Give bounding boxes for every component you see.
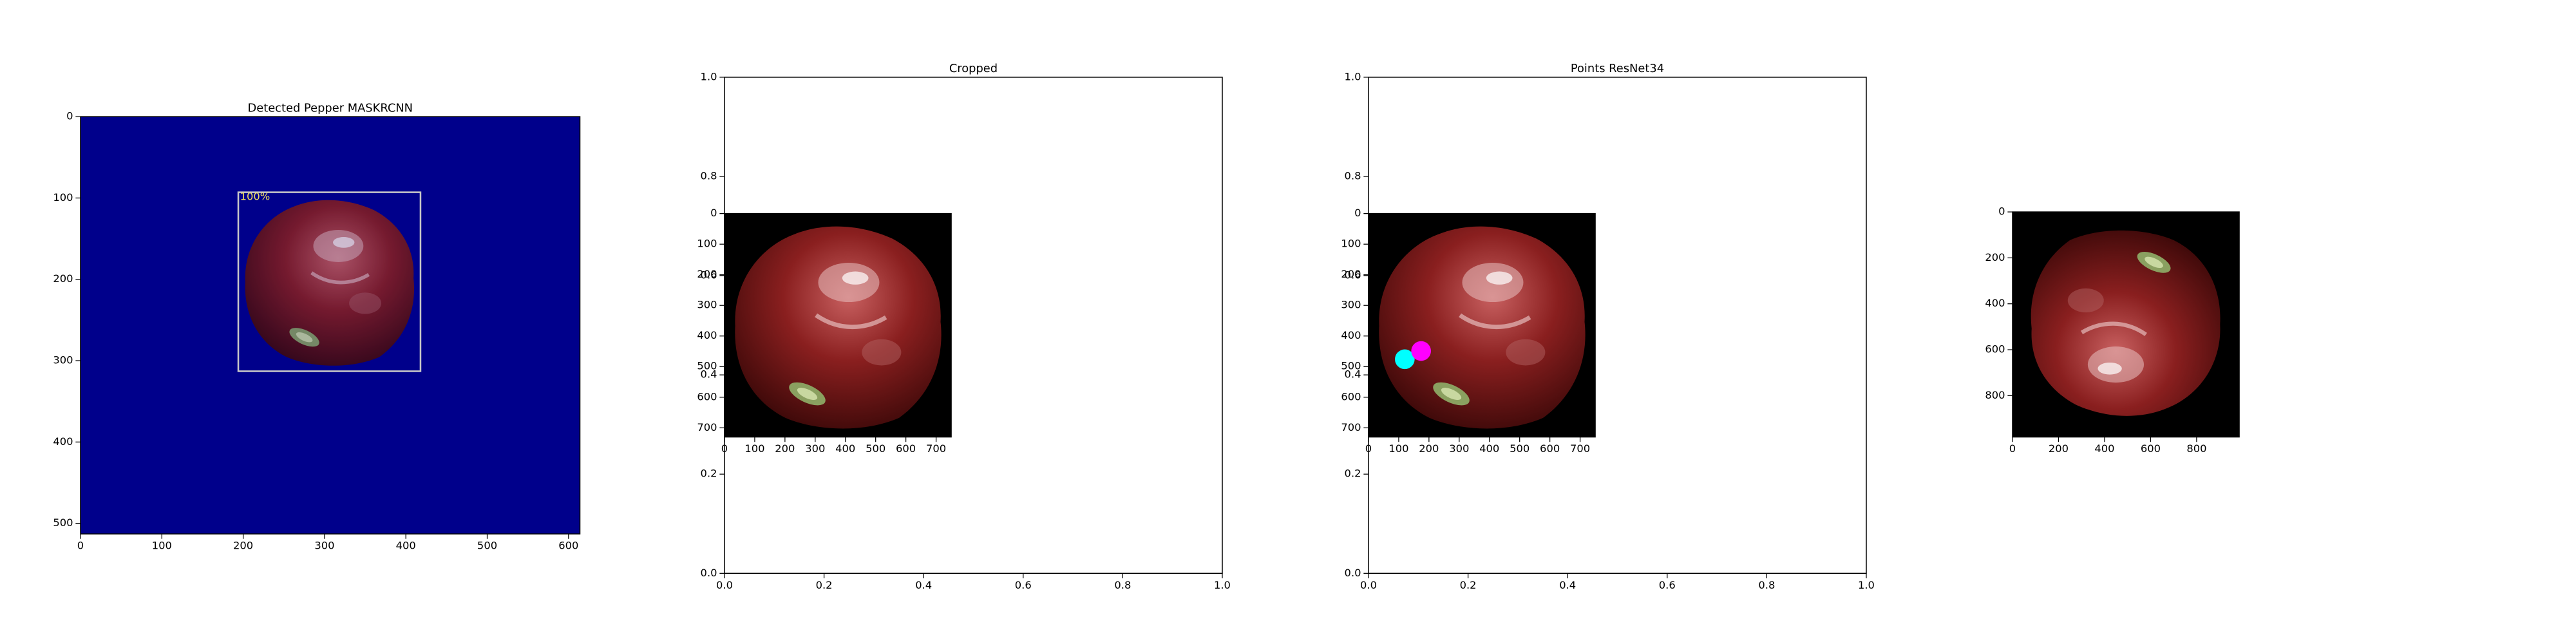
y-tick-label: 1.0 [701,70,717,82]
y-tick-label: 200 [697,268,717,280]
y-tick-label: 200 [53,272,73,285]
y-tick-label: 0.0 [701,567,717,579]
y-tick-label: 100 [697,238,717,250]
x-tick-label: 800 [2186,442,2206,455]
x-tick-label: 700 [926,442,946,455]
y-tick-label: 500 [53,516,73,529]
x-tick-label: 600 [1540,442,1560,455]
y-tick-label: 600 [1341,390,1361,402]
y-tick-label: 0.4 [701,368,717,381]
x-tick-label: 0.0 [1360,579,1377,591]
x-tick-label: 600 [896,442,916,455]
y-tick-label: 0.2 [701,468,717,480]
x-tick-label: 0.8 [1758,579,1775,591]
y-tick-label: 0 [1354,207,1361,219]
x-tick-label: 700 [1570,442,1590,455]
y-tick-label: 600 [1985,343,2005,355]
x-tick-label: 1.0 [1214,579,1231,591]
axes-frame [80,116,581,535]
y-tick-label: 400 [53,435,73,448]
x-tick-label: 0.0 [716,579,733,591]
y-tick-label: 1.0 [1345,70,1361,82]
x-tick-label: 0.2 [816,579,833,591]
x-tick-label: 1.0 [1858,579,1875,591]
x-tick-label: 0.2 [1460,579,1477,591]
x-tick-label: 600 [558,540,578,552]
x-tick-label: 200 [1419,442,1439,455]
pepper-image [1379,227,1585,429]
y-tick-label: 0.4 [1345,368,1361,381]
y-tick-label: 700 [1341,421,1361,433]
x-tick-label: 400 [835,442,855,455]
y-tick-label: 400 [1985,297,2005,309]
y-tick-label: 0 [66,110,73,122]
y-tick-label: 200 [1341,268,1361,280]
pepper-image [2031,231,2221,416]
axes-frame [2012,211,2240,438]
x-tick-label: 0.6 [1659,579,1676,591]
x-tick-label: 0 [1365,442,1372,455]
y-tick-label: 500 [1341,360,1361,372]
x-tick-label: 0.8 [1114,579,1131,591]
x-tick-label: 0 [2009,442,2016,455]
y-tick-label: 700 [697,421,717,433]
panel-title: Detected Pepper MASKRCNN [247,101,413,115]
x-tick-label: 400 [396,540,416,552]
pepper-image [735,227,941,429]
x-tick-label: 0.4 [1559,579,1576,591]
x-tick-label: 500 [1510,442,1530,455]
y-tick-label: 0.8 [1345,169,1361,182]
y-tick-label: 0 [1998,205,2005,218]
y-tick-label: 0.6 [1345,269,1361,281]
detection-score: 100% [240,191,270,203]
x-tick-label: 200 [2049,442,2069,455]
x-tick-label: 400 [2094,442,2114,455]
y-tick-label: 300 [53,354,73,366]
panel-title: Cropped [949,62,998,75]
y-tick-label: 0.2 [1345,468,1361,480]
x-tick-label: 100 [1388,442,1408,455]
y-tick-label: 100 [53,191,73,204]
x-tick-label: 0.4 [915,579,932,591]
y-tick-label: 0.6 [701,269,717,281]
y-tick-label: 0 [710,207,717,219]
y-tick-label: 200 [1985,251,2005,263]
y-tick-label: 500 [697,360,717,372]
x-tick-label: 0 [721,442,728,455]
x-tick-label: 300 [805,442,825,455]
x-tick-label: 300 [1449,442,1469,455]
x-tick-label: 300 [314,540,334,552]
y-tick-label: 600 [697,390,717,402]
x-tick-label: 600 [2141,442,2161,455]
x-tick-label: 100 [152,540,172,552]
x-tick-label: 200 [775,442,795,455]
x-tick-label: 400 [1479,442,1499,455]
y-tick-label: 800 [1985,389,2005,401]
y-tick-label: 100 [1341,238,1361,250]
y-tick-label: 300 [697,299,717,311]
y-tick-label: 0.8 [701,169,717,182]
x-tick-label: 500 [477,540,497,552]
x-tick-label: 200 [233,540,253,552]
detection-box [237,191,422,372]
panel-title: Points ResNet34 [1571,62,1664,75]
keypoint [1395,349,1415,370]
x-tick-label: 100 [744,442,764,455]
axes-frame [724,213,952,438]
keypoint [1411,341,1431,361]
pepper-image [245,200,414,366]
y-tick-label: 400 [1341,329,1361,341]
axes-frame [1368,213,1596,438]
y-tick-label: 400 [697,329,717,341]
x-tick-label: 0 [77,540,84,552]
y-tick-label: 0.0 [1345,567,1361,579]
x-tick-label: 0.6 [1015,579,1032,591]
y-tick-label: 300 [1341,299,1361,311]
x-tick-label: 500 [866,442,886,455]
